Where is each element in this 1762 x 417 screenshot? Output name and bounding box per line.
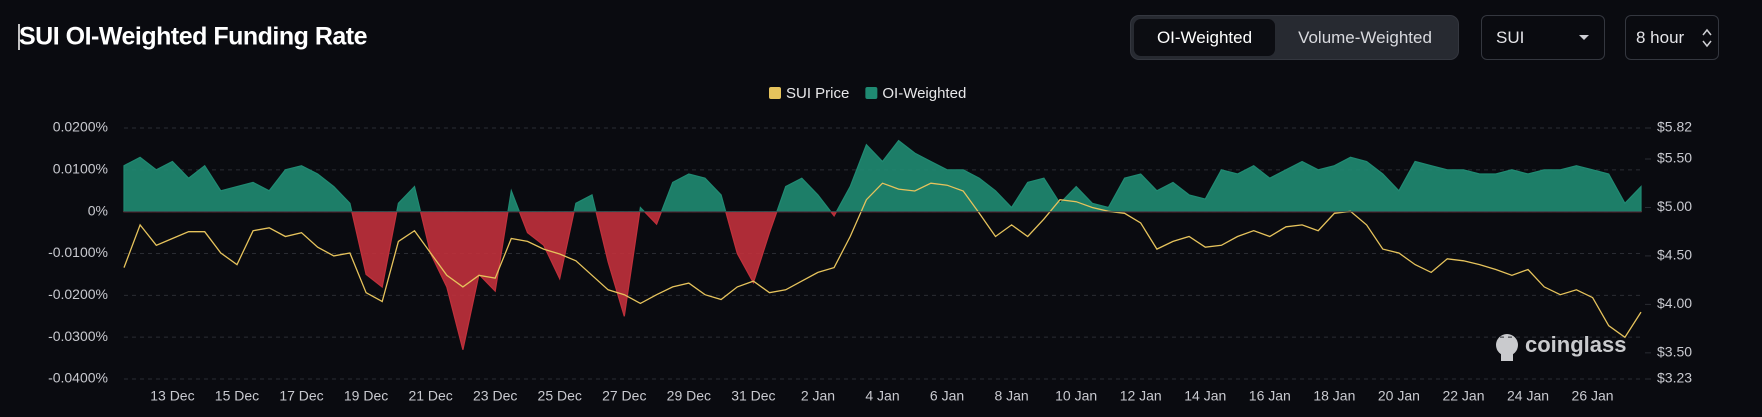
legend-swatch — [769, 87, 781, 99]
watermark: coinglass — [1525, 332, 1626, 357]
y-tick-label: -0.0200% — [48, 286, 108, 302]
x-tick-label: 8 Jan — [994, 388, 1028, 404]
x-tick-label: 15 Dec — [215, 388, 259, 404]
y2-tick-label: $5.50 — [1657, 150, 1692, 166]
x-tick-label: 24 Jan — [1507, 388, 1549, 404]
legend-swatch — [865, 87, 878, 99]
funding-area — [123, 139, 1642, 350]
interval-value: 8 hour — [1636, 27, 1685, 47]
y2-tick-label: $3.50 — [1657, 344, 1692, 360]
y2-tick-label: $5.82 — [1657, 119, 1692, 135]
x-tick-label: 4 Jan — [865, 388, 899, 404]
y-tick-label: 0.0100% — [53, 161, 108, 177]
y-tick-label: 0% — [88, 202, 108, 218]
x-tick-label: 13 Dec — [150, 388, 194, 404]
x-tick-label: 29 Dec — [667, 388, 711, 404]
caret — [1579, 35, 1589, 40]
x-tick-label: 18 Jan — [1313, 388, 1355, 404]
x-tick-label: 25 Dec — [538, 388, 582, 404]
x-tick-label: 21 Dec — [408, 388, 452, 404]
chart-title: SUI OI-Weighted Funding Rate — [19, 23, 368, 51]
y-tick-label: -0.0400% — [48, 370, 108, 386]
legend-label: SUI Price — [786, 85, 849, 102]
x-tick-label: 31 Dec — [731, 388, 775, 404]
x-tick-label: 27 Dec — [602, 388, 646, 404]
x-tick-label: 20 Jan — [1378, 388, 1420, 404]
x-tick-label: 23 Dec — [473, 388, 517, 404]
y-tick-label: 0.0200% — [53, 119, 108, 135]
tab-volume-weighted[interactable]: Volume-Weighted — [1298, 27, 1432, 47]
weighting-tabs: OI-Weighted Volume-Weighted — [1130, 15, 1459, 60]
y2-tick-label: $4.00 — [1657, 295, 1692, 311]
x-tick-label: 10 Jan — [1055, 388, 1097, 404]
tab-oi-weighted[interactable]: OI-Weighted — [1134, 19, 1275, 56]
x-tick-label: 16 Jan — [1249, 388, 1291, 404]
x-tick-label: 14 Jan — [1184, 388, 1226, 404]
symbol-select[interactable]: SUI — [1481, 15, 1605, 60]
price-line — [123, 182, 1642, 339]
stepper — [1702, 28, 1712, 48]
y-tick-label: -0.0100% — [48, 244, 108, 260]
x-tick-label: 17 Dec — [279, 388, 323, 404]
x-tick-label: 26 Jan — [1572, 388, 1614, 404]
x-tick-label: 22 Jan — [1442, 388, 1484, 404]
y2-tick-label: $5.00 — [1657, 198, 1692, 214]
x-tick-label: 2 Jan — [801, 388, 835, 404]
watermark-icon — [1496, 334, 1518, 361]
x-tick-label: 19 Dec — [344, 388, 388, 404]
y2-tick-label: $4.50 — [1657, 247, 1692, 263]
y2-tick-label: $3.23 — [1657, 370, 1692, 386]
legend-label: OI-Weighted — [882, 85, 966, 102]
y-tick-label: -0.0300% — [48, 328, 108, 344]
interval-select[interactable]: 8 hour — [1625, 15, 1719, 60]
x-tick-label: 6 Jan — [930, 388, 964, 404]
x-tick-label: 12 Jan — [1120, 388, 1162, 404]
symbol-value: SUI — [1496, 27, 1525, 47]
